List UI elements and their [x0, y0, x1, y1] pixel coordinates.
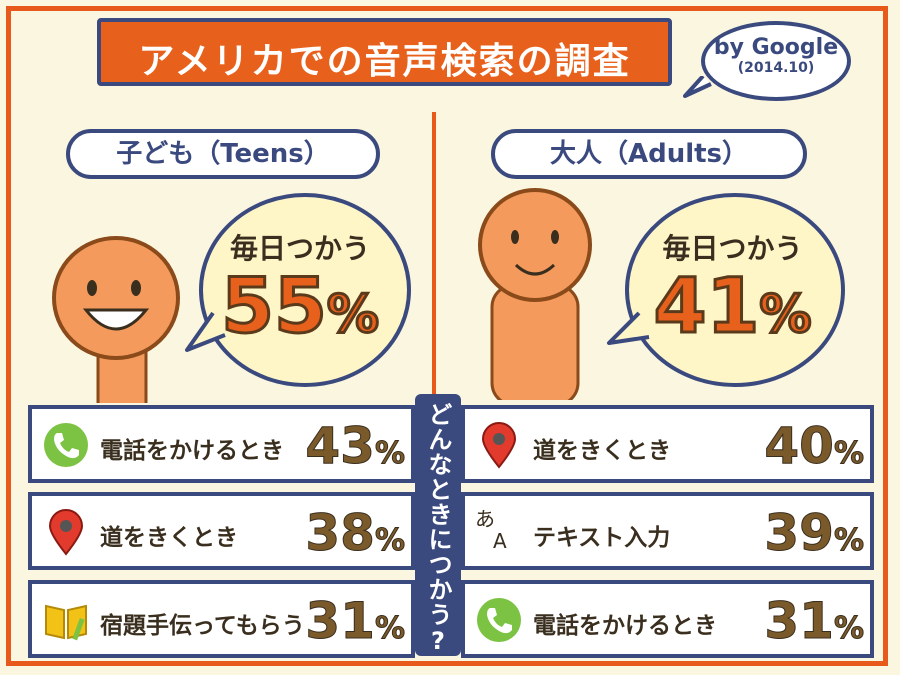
- teens-daily-value-wrap: 55%: [185, 260, 415, 352]
- teens-row-3-unit: %: [374, 611, 405, 647]
- outer-frame: [6, 6, 888, 666]
- adults-bubble-shape: [607, 193, 845, 387]
- teens-row-1-value-wrap: 43%: [305, 417, 406, 476]
- adult-character: [478, 188, 592, 400]
- adults-daily-value-wrap: 41%: [615, 260, 850, 352]
- teens-row-2: 道をきくとき 38%: [28, 492, 415, 570]
- teens-row-1-value: 43: [305, 417, 376, 476]
- phone-icon: [477, 598, 521, 642]
- adults-row-1-value-wrap: 40%: [764, 417, 865, 476]
- text-input-icon-kana: あ: [475, 507, 495, 531]
- page-title: アメリカでの音声検索の調査: [138, 41, 631, 82]
- teens-row-2-unit: %: [374, 523, 405, 559]
- teens-speech-bubble: 毎日つかう 55%: [185, 185, 415, 395]
- source-line2: (2014.10): [737, 60, 815, 76]
- adults-row-1: 道をきくとき 40%: [461, 405, 874, 483]
- source-bubble: by Google (2014.10): [701, 21, 851, 101]
- teens-row-2-value-wrap: 38%: [305, 504, 406, 563]
- center-divider: [432, 112, 436, 397]
- adults-row-3: 電話をかけるとき 31%: [461, 580, 874, 658]
- teens-row-1-unit: %: [374, 436, 405, 472]
- teens-daily-unit: %: [325, 284, 380, 347]
- adults-daily-unit: %: [758, 284, 813, 347]
- question-bar: どんなときにつかう?: [415, 394, 461, 656]
- source-bubble-tail: [683, 76, 712, 98]
- adults-row-2-unit: %: [833, 523, 864, 559]
- map-pin-icon: [481, 422, 517, 469]
- adults-speech-bubble: 毎日つかう 41%: [605, 185, 850, 395]
- teens-bubble-shape: [185, 193, 411, 387]
- adults-row-1-value: 40: [764, 417, 835, 476]
- teens-row-3: 宿題手伝ってもらう 31%: [28, 580, 415, 658]
- teens-row-2-label: 道をきくとき: [100, 525, 238, 551]
- adults-row-1-label: 道をきくとき: [533, 438, 671, 464]
- adults-daily-label: 毎日つかう: [662, 232, 803, 265]
- adults-daily-value: 41: [652, 260, 761, 352]
- teens-daily-label: 毎日つかう: [229, 232, 370, 265]
- adults-row-3-unit: %: [833, 611, 864, 647]
- teens-row-3-value: 31: [305, 592, 376, 651]
- title-banner: アメリカでの音声検索の調査: [97, 18, 672, 86]
- teens-label: 子ども（Teens）: [66, 129, 380, 179]
- teens-row-1-label: 電話をかけるとき: [100, 438, 284, 464]
- teen-character: [52, 236, 180, 403]
- adults-row-1-unit: %: [833, 436, 864, 472]
- teens-row-2-value: 38: [305, 504, 376, 563]
- question-text: どんなときにつかう?: [424, 402, 452, 656]
- text-input-icon: あ A: [475, 508, 523, 556]
- adults-row-2: あ A テキスト入力 39%: [461, 492, 874, 570]
- adults-label: 大人（Adults）: [491, 129, 807, 179]
- adults-row-2-label: テキスト入力: [533, 525, 671, 551]
- adults-row-2-value: 39: [764, 504, 835, 563]
- adults-row-2-value-wrap: 39%: [764, 504, 865, 563]
- teens-row-3-label: 宿題手伝ってもらう: [100, 613, 305, 639]
- adults-row-3-label: 電話をかけるとき: [533, 613, 717, 639]
- phone-icon: [44, 423, 88, 467]
- text-input-icon-alpha: A: [493, 529, 507, 553]
- map-pin-icon: [48, 509, 84, 556]
- source-line1: by Google: [713, 35, 839, 60]
- book-pencil-icon: [45, 604, 87, 641]
- teens-daily-value: 55: [220, 260, 329, 352]
- adults-row-3-value: 31: [764, 592, 835, 651]
- adults-row-3-value-wrap: 31%: [764, 592, 865, 651]
- teens-row-1: 電話をかけるとき 43%: [28, 405, 415, 483]
- teens-row-3-value-wrap: 31%: [305, 592, 406, 651]
